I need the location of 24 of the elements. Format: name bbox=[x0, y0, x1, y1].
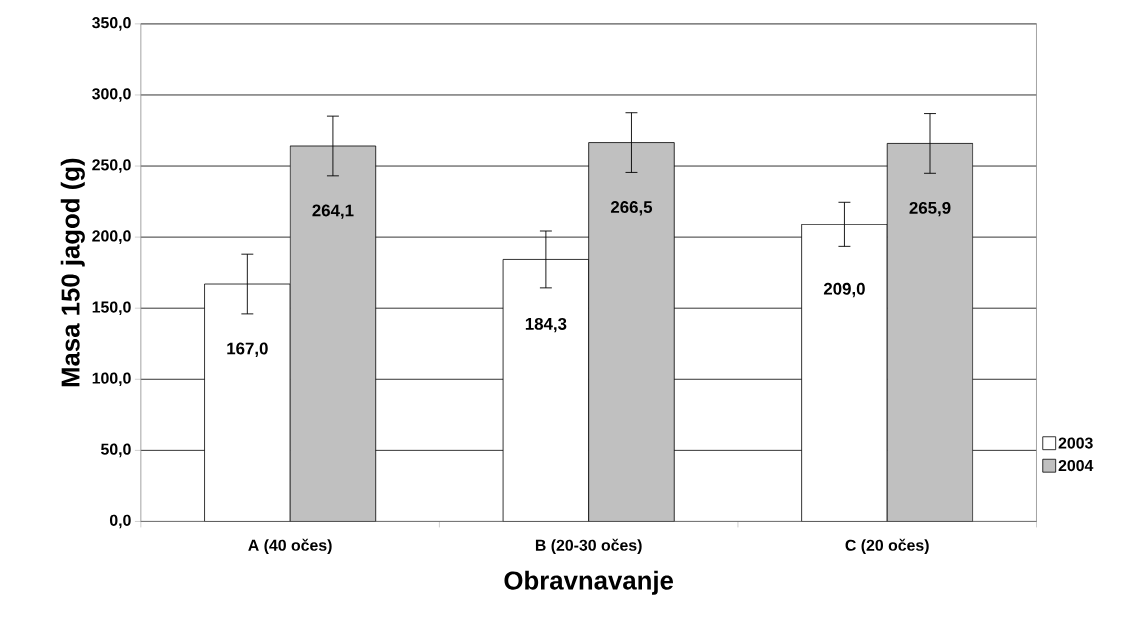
y-axis-title: Masa 150 jagod (g) bbox=[60, 158, 85, 387]
y-tick-label: 250,0 bbox=[92, 159, 131, 173]
data-label: 184,3 bbox=[525, 317, 567, 333]
y-tick-label: 350,0 bbox=[92, 17, 131, 31]
legend-label: 2004 bbox=[1058, 459, 1094, 472]
y-tick-label: 150,0 bbox=[92, 301, 131, 315]
y-tick-label: 100,0 bbox=[92, 372, 131, 387]
data-label: 265,9 bbox=[909, 201, 951, 217]
data-label: 266,5 bbox=[610, 201, 653, 216]
data-label: 264,1 bbox=[312, 204, 354, 219]
x-axis-title: Obravnavanje bbox=[504, 570, 674, 595]
x-tick-label: A (40 očes) bbox=[248, 538, 332, 555]
x-tick-label: C (20 očes) bbox=[845, 538, 929, 555]
bar bbox=[289, 145, 377, 522]
x-tick-label: B (20-30 očes) bbox=[535, 538, 642, 555]
y-tick-label: 50,0 bbox=[100, 443, 131, 458]
legend-label: 2003 bbox=[1058, 437, 1093, 449]
bar bbox=[588, 142, 675, 522]
y-tick-label: 0,0 bbox=[109, 514, 131, 529]
y-tick-label: 200,0 bbox=[92, 230, 131, 244]
y-tick-label: 300,0 bbox=[92, 88, 131, 102]
data-label: 167,0 bbox=[227, 342, 268, 357]
data-label: 209,0 bbox=[823, 282, 865, 298]
bar bbox=[886, 143, 974, 522]
